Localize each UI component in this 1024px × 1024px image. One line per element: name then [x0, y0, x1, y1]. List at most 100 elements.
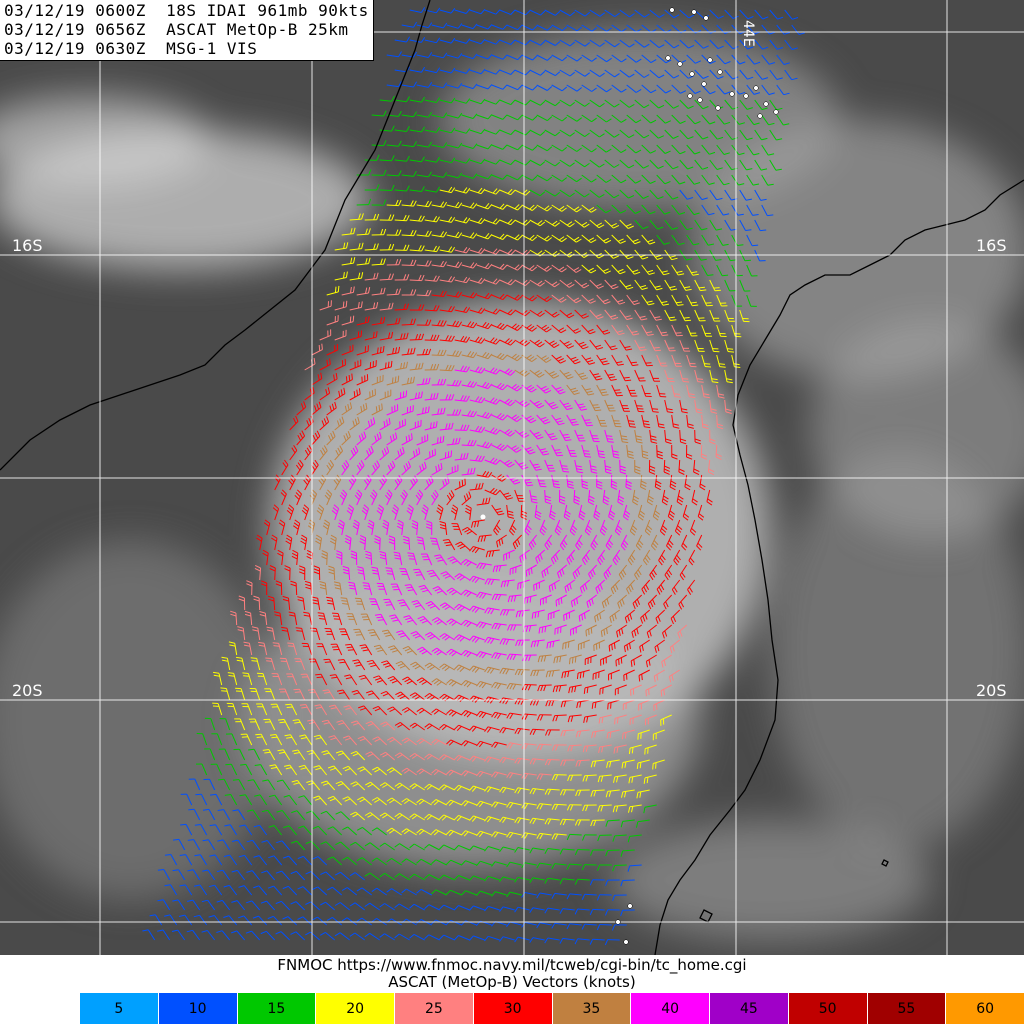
wind-barb: [484, 756, 500, 763]
wind-barb: [393, 551, 403, 566]
wind-barb: [225, 763, 238, 776]
wind-barb: [551, 384, 566, 395]
wind-barb: [424, 934, 440, 941]
wind-barb: [559, 99, 576, 107]
wind-barb: [559, 69, 576, 77]
wind-barb: [491, 831, 507, 838]
wind-barb: [401, 828, 417, 836]
wind-barb: [221, 656, 231, 671]
wind-barb: [589, 39, 605, 47]
wind-barb: [386, 346, 401, 356]
wind-barb: [277, 549, 284, 566]
wind-barb: [461, 202, 478, 209]
wind-barb: [381, 629, 396, 641]
wind-barb: [354, 597, 366, 611]
wind-barb: [649, 189, 664, 200]
wind-barb: [267, 885, 283, 896]
wind-barb: [386, 797, 402, 806]
wind-barb: [364, 388, 376, 401]
wind-barb: [634, 219, 649, 230]
wind-barb: [560, 729, 575, 737]
wind-barb: [350, 811, 366, 821]
wind-barb: [416, 677, 433, 686]
wind-barb: [389, 614, 403, 626]
wind-barb: [499, 309, 516, 316]
wind-barb: [551, 414, 565, 426]
wind-barb: [687, 579, 696, 595]
wind-barb: [431, 52, 448, 59]
wind-barb: [401, 737, 417, 746]
wind-barb: [319, 387, 331, 401]
wind-barb: [424, 156, 441, 163]
wind-barb: [630, 654, 642, 667]
wind-barb: [621, 759, 635, 769]
wind-barb: [304, 386, 315, 401]
wind-barb: [187, 839, 201, 851]
wind-barb: [390, 583, 403, 596]
wind-barb: [276, 840, 291, 851]
wind-barb: [499, 338, 516, 346]
wind-barb: [367, 629, 381, 641]
wind-barb: [241, 703, 253, 716]
wind-barb: [461, 410, 477, 418]
wind-barb: [739, 219, 752, 231]
wind-barb: [439, 934, 455, 941]
wind-barb: [439, 723, 455, 731]
wind-barb: [342, 765, 358, 776]
wind-barb: [660, 684, 672, 697]
wind-barb: [559, 534, 568, 551]
rain-flag-dot: [717, 69, 723, 75]
wind-barb: [278, 688, 291, 701]
wind-barb: [349, 932, 365, 941]
wind-barb: [431, 142, 448, 148]
wind-barb: [638, 699, 650, 711]
wind-barb: [626, 264, 641, 275]
wind-barb: [416, 798, 432, 806]
wind-barb: [451, 523, 463, 536]
wind-barb: [461, 173, 478, 179]
wind-barb: [544, 339, 560, 349]
wind-barb: [371, 374, 384, 386]
wind-barb: [611, 924, 627, 931]
wind-barb: [551, 204, 567, 212]
wind-barb: [619, 159, 635, 169]
wind-barb: [446, 53, 463, 59]
wind-barb: [506, 174, 523, 181]
wind-barb: [540, 594, 552, 606]
wind-barb: [203, 778, 216, 791]
wind-barb: [254, 794, 268, 806]
wind-barb: [514, 906, 530, 913]
wind-barb: [662, 624, 673, 639]
wind-barb: [424, 245, 440, 253]
wind-barb: [679, 99, 694, 109]
wind-barb: [417, 615, 433, 626]
wind-barb: [709, 69, 724, 80]
wind-barb: [529, 788, 545, 795]
wind-barb: [357, 735, 373, 746]
wind-barb: [677, 624, 688, 639]
wind-barb: [407, 552, 418, 566]
wind-barb: [491, 711, 507, 719]
wind-barb: [394, 214, 410, 222]
wind-barb: [506, 683, 522, 690]
wind-barb: [476, 562, 492, 570]
wind-barb: [484, 308, 501, 315]
wind-barb: [254, 764, 268, 776]
wind-barb: [297, 916, 313, 926]
wind-barb: [476, 470, 493, 478]
wind-barb: [464, 504, 472, 521]
wind-barb: [461, 649, 477, 658]
wind-barb: [584, 519, 593, 536]
wind-barb: [461, 860, 477, 866]
wind-barb: [634, 339, 647, 351]
wind-barb: [634, 39, 650, 48]
wind-barb: [364, 812, 381, 821]
wind-barb: [566, 84, 583, 92]
wind-barb: [365, 751, 381, 761]
wind-barb: [416, 319, 432, 326]
legend-swatch-40: 40: [630, 993, 709, 1024]
wind-barb: [401, 798, 417, 806]
coastline: [0, 0, 1024, 955]
wind-barb: [664, 39, 680, 49]
wind-barb: [235, 687, 246, 701]
